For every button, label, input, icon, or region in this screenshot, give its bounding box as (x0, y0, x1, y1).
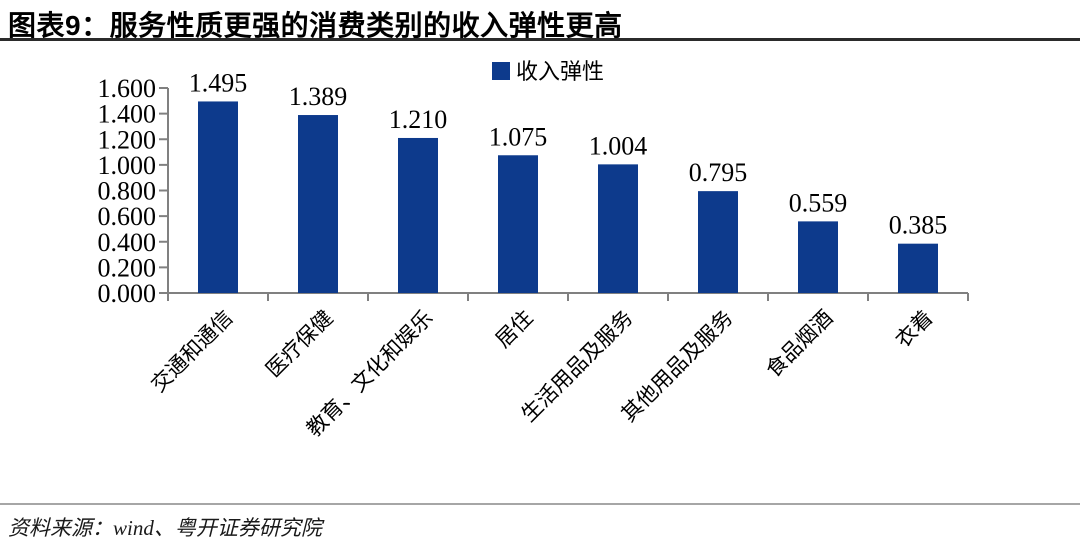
source-divider (0, 503, 1080, 505)
bar-value-label: 0.559 (789, 188, 848, 217)
category-label: 衣着 (892, 306, 938, 352)
bar-value-label: 0.385 (889, 211, 948, 240)
y-axis-tick-label: 0.400 (98, 228, 157, 257)
y-axis-tick-label: 1.000 (98, 151, 157, 180)
legend-swatch (492, 62, 510, 80)
bar (598, 164, 638, 293)
title-underline (0, 38, 1080, 41)
y-axis-tick-label: 1.400 (98, 100, 157, 129)
bar-value-label: 1.389 (289, 82, 348, 111)
bar (798, 221, 838, 293)
bar (498, 155, 538, 293)
bar-value-label: 1.210 (389, 105, 448, 134)
chart-title: 图表9：服务性质更强的消费类别的收入弹性更高 (8, 10, 623, 41)
bar (698, 191, 738, 293)
bar (298, 115, 338, 293)
y-axis-tick-label: 0.000 (98, 279, 157, 308)
bar-value-label: 1.495 (189, 68, 248, 97)
bar (898, 243, 938, 293)
bar (398, 137, 438, 293)
legend-label: 收入弹性 (516, 59, 604, 84)
category-label: 交通和通信 (147, 306, 238, 397)
y-axis-tick-label: 0.600 (98, 202, 157, 231)
category-label: 医疗保健 (262, 306, 338, 382)
bar-value-label: 0.795 (689, 158, 748, 187)
category-label: 食品烟酒 (762, 306, 838, 382)
source-note: 资料来源：wind、粤开证券研究院 (8, 516, 322, 540)
bar-chart: 收入弹性0.0000.2000.4000.6000.8001.0001.2001… (98, 59, 969, 441)
y-axis-tick-label: 0.200 (98, 253, 157, 282)
category-label: 居住 (492, 306, 538, 352)
y-axis-tick-label: 1.200 (98, 125, 157, 154)
bar-value-label: 1.004 (589, 131, 648, 160)
bar-value-label: 1.075 (489, 122, 548, 151)
y-axis-tick-label: 1.600 (98, 74, 157, 103)
y-axis-tick-label: 0.800 (98, 177, 157, 206)
bar (198, 101, 238, 293)
